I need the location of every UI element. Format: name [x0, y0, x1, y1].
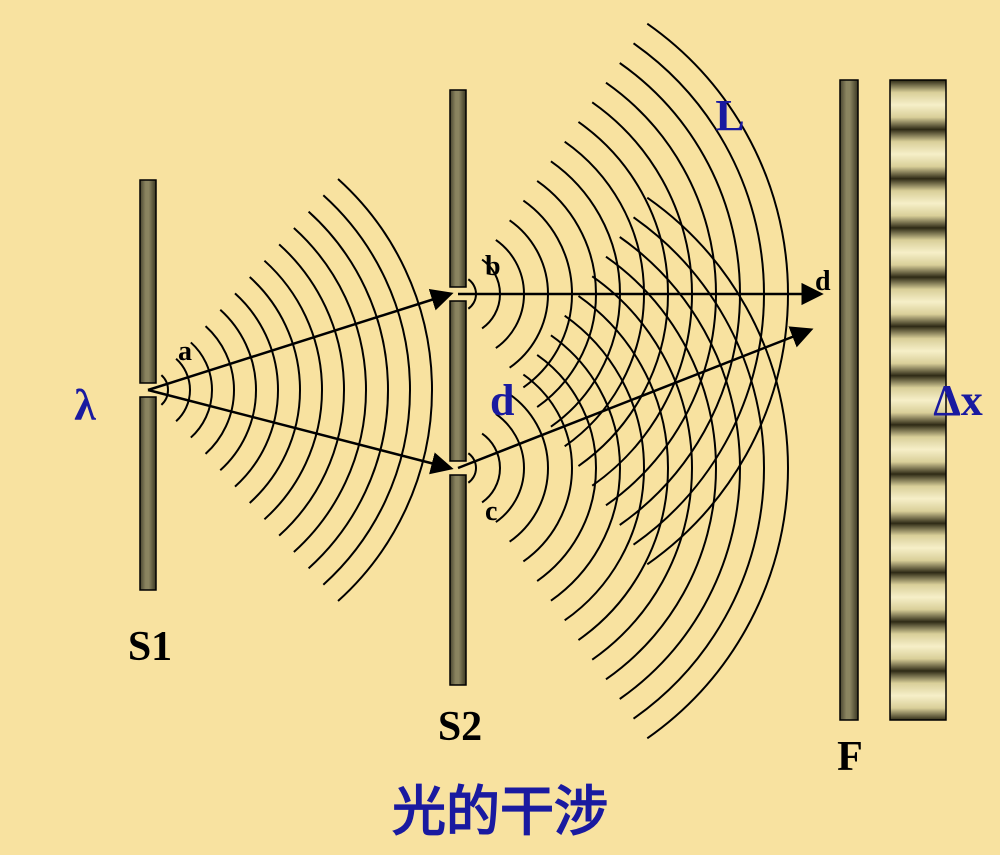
label-a: a: [178, 336, 192, 367]
diagram-title: 光的干涉: [392, 782, 608, 842]
label-c: c: [485, 496, 497, 527]
label-F: F: [837, 734, 863, 780]
label-lambda: λ: [74, 381, 96, 430]
label-S2: S2: [438, 704, 482, 750]
interference-diagram: λ d L Δx a b c d S1 S2 F 光的干涉: [0, 0, 1000, 855]
label-delta-x: Δx: [933, 376, 983, 425]
label-b: b: [485, 251, 501, 282]
label-L: L: [715, 91, 744, 140]
label-S1: S1: [128, 624, 172, 670]
label-d: d: [490, 376, 514, 425]
label-d-point: d: [815, 266, 831, 297]
